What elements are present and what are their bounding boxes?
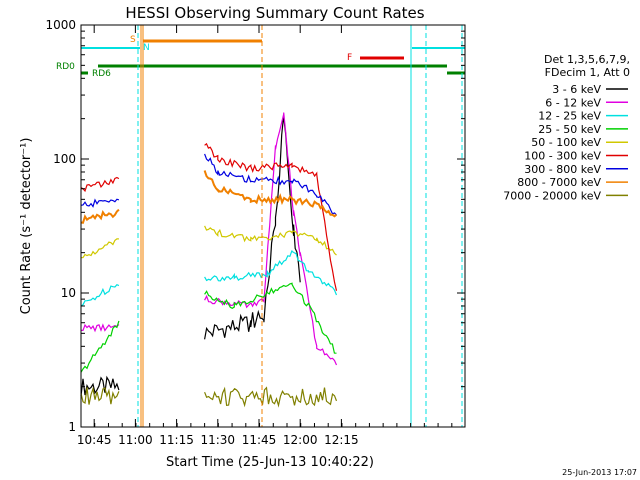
series-line — [80, 375, 120, 397]
flag-label-rd6: RD6 — [92, 69, 111, 79]
flag-label-rd0: RD0 — [56, 62, 75, 72]
plot-area: SN RD0 RD6 F — [56, 25, 465, 427]
flag-label-n: N — [143, 43, 150, 53]
axes: 10:45 11:00 11:15 11:30 11:45 12:00 12:15 1 10 10… — [45, 18, 465, 447]
series-line — [80, 320, 120, 373]
legend-label: 800 - 7000 keV — [517, 176, 601, 189]
x-tick-label: 11:45 — [242, 433, 277, 447]
series-line — [204, 250, 338, 296]
series-line — [204, 386, 338, 408]
x-tick-label: 11:00 — [118, 433, 153, 447]
series-5 — [80, 142, 338, 291]
legend-label: 50 - 100 keV — [531, 136, 601, 149]
footer-date: 25-Jun-2013 17:07 — [562, 468, 637, 477]
legend-label: 6 - 12 keV — [545, 96, 601, 109]
y-axis-label: Count Rate (s⁻¹ detector⁻¹) — [19, 138, 34, 315]
y-tick-label: 1 — [68, 420, 76, 434]
series-3 — [80, 282, 337, 373]
flag-label-f: F — [347, 53, 352, 63]
legend-header: Det 1,3,5,6,7,9, — [544, 53, 630, 66]
legend-label: 12 - 25 keV — [538, 110, 601, 123]
series-1 — [80, 112, 338, 366]
y-tick-label: 10 — [61, 286, 76, 300]
series-line — [204, 225, 337, 256]
series-6 — [80, 153, 337, 216]
series-7 — [80, 170, 338, 224]
series-4 — [80, 225, 337, 259]
legend-label: 7000 - 20000 keV — [503, 189, 601, 202]
series-line — [80, 176, 120, 193]
flag-label-s: S — [130, 35, 136, 45]
x-axis-label: Start Time (25-Jun-13 10:40:22) — [166, 455, 374, 470]
chart-title: HESSI Observing Summary Count Rates — [125, 4, 424, 22]
y-tick-label: 100 — [53, 152, 76, 166]
series-line — [204, 142, 338, 291]
legend-label: 300 - 800 keV — [524, 163, 601, 176]
series-line — [80, 238, 119, 259]
series-line — [204, 112, 338, 366]
series-line — [204, 153, 337, 216]
legend-label: 3 - 6 keV — [552, 83, 601, 96]
x-tick-label: 11:15 — [159, 433, 194, 447]
series-line — [203, 170, 338, 218]
legend-label: 100 - 300 keV — [524, 150, 601, 163]
legend: Det 1,3,5,6,7,9,FDecim 1, Att 0 3 - 6 keV… — [503, 53, 630, 202]
series-line — [204, 282, 337, 354]
x-tick-label: 10:45 — [77, 433, 112, 447]
series-line — [80, 323, 120, 333]
y-tick-label: 1000 — [45, 18, 76, 32]
x-tick-label: 12:00 — [283, 433, 318, 447]
series-line — [80, 386, 120, 405]
series-line — [80, 208, 120, 224]
series-2 — [80, 250, 338, 307]
legend-label: 25 - 50 keV — [538, 123, 601, 136]
legend-header: FDecim 1, Att 0 — [545, 66, 630, 79]
x-tick-label: 12:15 — [324, 433, 359, 447]
series-8 — [80, 386, 338, 408]
series-line — [80, 198, 120, 208]
series-line — [80, 283, 120, 307]
x-tick-label: 11:30 — [200, 433, 235, 447]
